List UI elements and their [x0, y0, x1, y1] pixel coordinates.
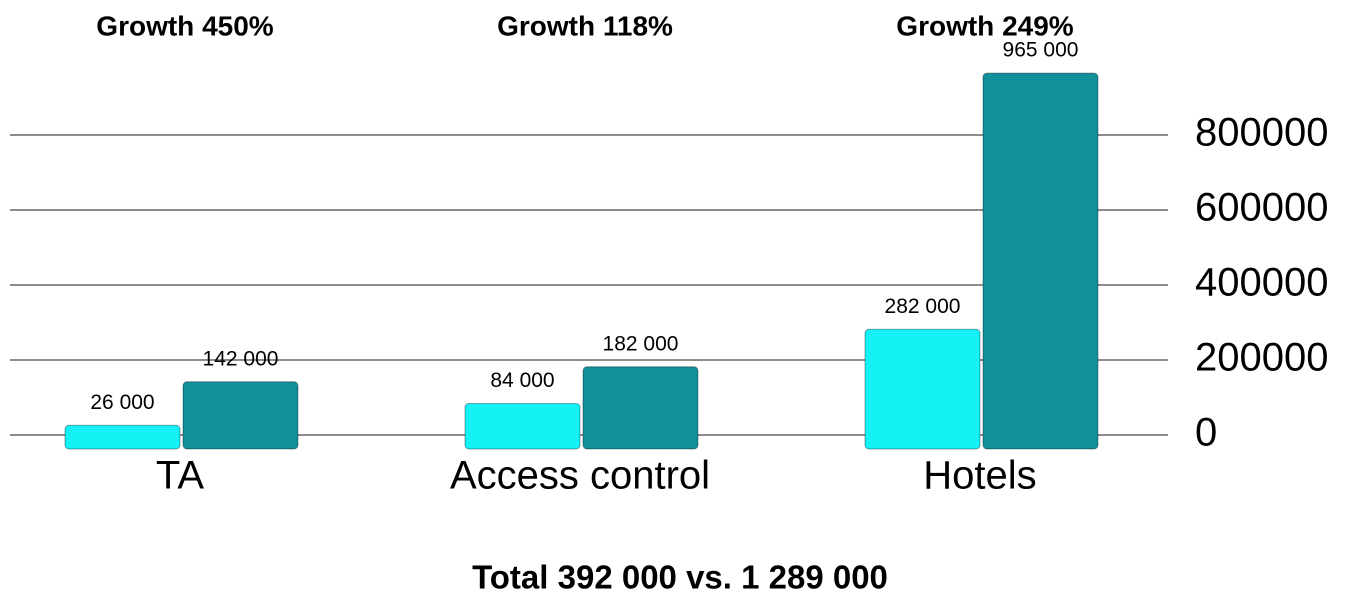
x-tick-label: Hotels: [923, 454, 1036, 498]
data-label: 965 000: [1003, 39, 1079, 62]
annotation: Growth 450%: [96, 10, 273, 41]
chart-footer: Total 392 000 vs. 1 289 000: [472, 559, 888, 596]
data-label: 26 000: [90, 391, 154, 414]
y-tick-label: 600000: [1195, 186, 1328, 230]
y-tick-label: 200000: [1195, 336, 1328, 380]
bar: [464, 403, 581, 450]
y-tick-label: 0: [1195, 411, 1217, 455]
bar: [864, 328, 981, 450]
annotation: Growth 249%: [896, 10, 1073, 41]
data-label: 84 000: [490, 369, 554, 392]
bar: [582, 366, 699, 450]
bar: [982, 72, 1099, 450]
data-label: 142 000: [203, 347, 279, 370]
bar: [182, 381, 299, 450]
y-tick-label: 400000: [1195, 261, 1328, 305]
data-label: 282 000: [885, 295, 961, 318]
y-tick-label: 800000: [1195, 111, 1328, 155]
x-tick-label: Access control: [450, 454, 710, 498]
annotation: Growth 118%: [497, 10, 673, 41]
x-tick-label: TA: [156, 454, 204, 498]
data-label: 182 000: [603, 332, 679, 355]
bar: [64, 424, 181, 450]
